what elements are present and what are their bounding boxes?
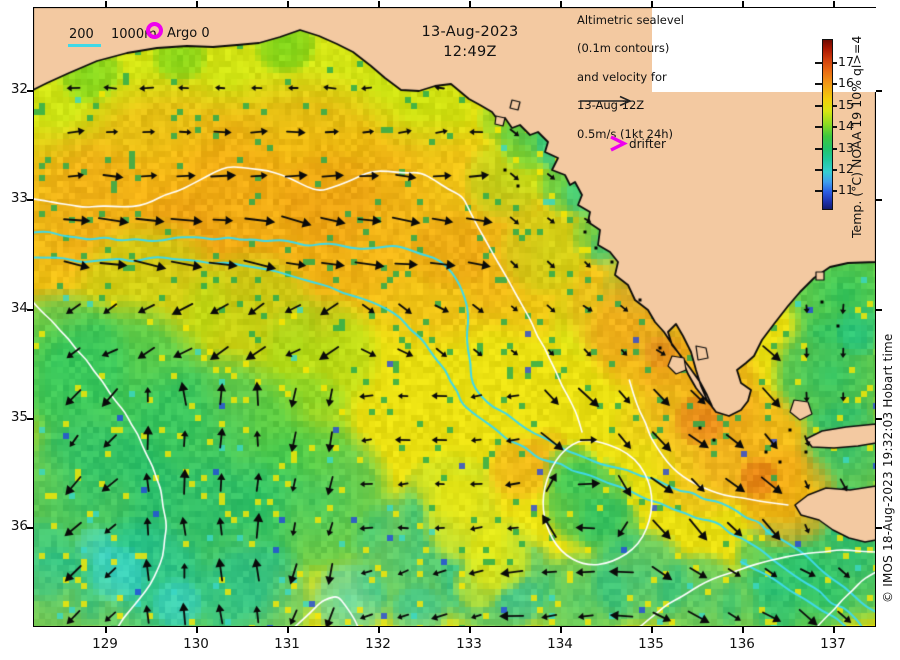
- title-time: 12:49Z: [443, 44, 497, 60]
- axis-tick: [105, 627, 107, 633]
- colorbar-tick-label: 17: [838, 54, 854, 69]
- colorbar-tick: [815, 83, 822, 85]
- info-line: 0.5m/s (1kt 24h): [577, 126, 674, 141]
- colorbar-tick: [833, 169, 837, 171]
- axis-tick: [287, 1, 289, 7]
- drifter-icon: [610, 135, 628, 152]
- x-axis-label: 135: [638, 636, 664, 652]
- colorbar-tick: [833, 148, 837, 150]
- x-axis-label: 137: [820, 636, 846, 652]
- colorbar-tick: [815, 62, 822, 64]
- axis-tick: [105, 1, 107, 7]
- x-axis-label: 130: [183, 636, 209, 652]
- velocity-scale-arrow-icon: [580, 95, 632, 107]
- axis-tick: [876, 418, 882, 420]
- x-axis-label: 132: [365, 636, 391, 652]
- axis-tick: [876, 309, 882, 311]
- y-axis-label: 33: [10, 190, 28, 206]
- colorbar-tick: [815, 169, 822, 171]
- axis-tick: [742, 1, 744, 7]
- axis-tick: [560, 1, 562, 7]
- colorbar-tick: [833, 105, 837, 107]
- credit-text: © IMOS 18-Aug-2023 19:32:03 Hobart time: [881, 333, 895, 603]
- axis-tick: [469, 1, 471, 7]
- colorbar-tick: [833, 83, 837, 85]
- colorbar-tick: [833, 190, 837, 192]
- axis-tick: [469, 627, 471, 633]
- plot-frame: [33, 7, 876, 627]
- map-title: 13-Aug-2023 12:49Z: [385, 22, 555, 62]
- axis-tick: [287, 627, 289, 633]
- axis-tick: [833, 1, 835, 7]
- axis-tick: [378, 1, 380, 7]
- axis-tick: [27, 309, 33, 311]
- axis-tick: [833, 627, 835, 633]
- axis-tick: [196, 627, 198, 633]
- sst-map-canvas: [33, 7, 876, 627]
- y-axis-label: 32: [10, 81, 28, 97]
- colorbar-tick-label: 13: [838, 140, 854, 155]
- info-line: and velocity for: [577, 69, 667, 84]
- info-text: Altimetric sealevel (0.1m contours) and …: [577, 13, 837, 141]
- colorbar-tick: [833, 62, 837, 64]
- x-axis-label: 136: [729, 636, 755, 652]
- x-axis-label: 131: [274, 636, 300, 652]
- colorbar-tick: [815, 126, 822, 128]
- x-axis-label: 129: [92, 636, 118, 652]
- y-axis-label: 36: [10, 518, 28, 534]
- axis-tick: [876, 90, 882, 92]
- axis-tick: [651, 1, 653, 7]
- axis-tick: [378, 627, 380, 633]
- axis-tick: [27, 527, 33, 529]
- isobath-legend-200: 200: [69, 27, 94, 42]
- colorbar-title: Temp. (°C) NOAA 19 10% ql>=4: [849, 35, 864, 238]
- y-axis-label: 35: [10, 409, 28, 425]
- colorbar-tick-label: 12: [838, 161, 854, 176]
- axis-tick: [742, 627, 744, 633]
- colorbar-tick: [815, 148, 822, 150]
- colorbar-tick: [815, 105, 822, 107]
- colorbar-tick-label: 11: [838, 182, 854, 197]
- title-date: 13-Aug-2023: [421, 24, 519, 40]
- info-panel: [652, 8, 876, 92]
- info-line: Altimetric sealevel: [577, 13, 684, 27]
- isobath-legend-swatch: [68, 44, 101, 47]
- axis-tick: [27, 90, 33, 92]
- axis-tick: [651, 627, 653, 633]
- axis-tick: [27, 418, 33, 420]
- colorbar-tick-label: 14: [838, 118, 854, 133]
- isobath-legend-1000m: 1000m: [111, 27, 157, 42]
- axis-tick: [196, 1, 198, 7]
- axis-tick: [560, 627, 562, 633]
- axis-tick: [27, 199, 33, 201]
- colorbar-tick: [815, 190, 822, 192]
- colorbar: [822, 39, 833, 210]
- x-axis-label: 133: [456, 636, 482, 652]
- axis-tick: [876, 527, 882, 529]
- colorbar-tick: [833, 126, 837, 128]
- argo-legend-label: Argo 0: [167, 26, 210, 41]
- colorbar-tick-label: 15: [838, 97, 854, 112]
- x-axis-label: 134: [547, 636, 573, 652]
- drifter-label: drifter: [629, 137, 666, 151]
- argo-float-icon: [146, 22, 163, 39]
- colorbar-tick-label: 16: [838, 75, 854, 90]
- axis-tick: [876, 199, 882, 201]
- y-axis-label: 34: [10, 300, 28, 316]
- info-line: (0.1m contours): [577, 41, 670, 56]
